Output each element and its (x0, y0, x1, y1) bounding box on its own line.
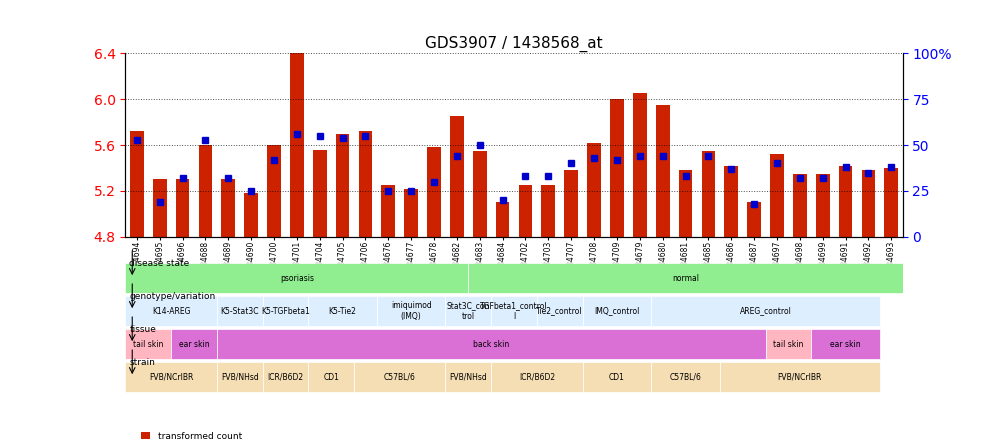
FancyBboxPatch shape (216, 329, 765, 359)
Text: genotype/variation: genotype/variation (129, 292, 215, 301)
Text: tail skin: tail skin (133, 340, 163, 349)
FancyBboxPatch shape (650, 362, 719, 392)
Bar (861, 170, 875, 237)
Bar (655, 105, 669, 237)
Text: ear skin: ear skin (178, 340, 209, 349)
Bar (609, 99, 623, 237)
FancyBboxPatch shape (125, 263, 468, 293)
FancyBboxPatch shape (811, 329, 879, 359)
FancyBboxPatch shape (125, 362, 216, 392)
Bar (175, 179, 189, 237)
FancyBboxPatch shape (263, 362, 308, 392)
Bar (221, 179, 234, 237)
Text: FVB/NHsd: FVB/NHsd (449, 373, 487, 382)
Text: tail skin: tail skin (773, 340, 803, 349)
Bar (267, 145, 281, 237)
Legend: transformed count, percentile rank within the sample: transformed count, percentile rank withi… (137, 428, 314, 444)
Bar (678, 170, 691, 237)
Bar (746, 202, 761, 237)
Bar (290, 24, 304, 237)
FancyBboxPatch shape (308, 362, 354, 392)
Bar (130, 131, 143, 237)
Text: CD1: CD1 (323, 373, 339, 382)
Bar (793, 174, 806, 237)
FancyBboxPatch shape (125, 296, 216, 326)
Bar (518, 185, 532, 237)
Text: C57BL/6: C57BL/6 (384, 373, 415, 382)
Bar (723, 166, 737, 237)
Bar (313, 150, 327, 237)
Bar (198, 145, 212, 237)
Bar (838, 166, 852, 237)
Bar (815, 174, 829, 237)
FancyBboxPatch shape (171, 329, 216, 359)
FancyBboxPatch shape (354, 362, 445, 392)
Text: FVB/NCrIBR: FVB/NCrIBR (148, 373, 193, 382)
Text: imiquimod
(IMQ): imiquimod (IMQ) (391, 301, 431, 321)
Text: ICR/B6D2: ICR/B6D2 (518, 373, 554, 382)
FancyBboxPatch shape (765, 329, 811, 359)
Bar (632, 93, 646, 237)
FancyBboxPatch shape (650, 296, 879, 326)
FancyBboxPatch shape (582, 296, 650, 326)
Text: Stat3C_con
trol: Stat3C_con trol (446, 301, 490, 321)
Bar (152, 179, 166, 237)
FancyBboxPatch shape (263, 296, 308, 326)
FancyBboxPatch shape (125, 329, 171, 359)
Text: ICR/B6D2: ICR/B6D2 (268, 373, 304, 382)
Bar (564, 170, 577, 237)
Text: disease state: disease state (129, 258, 189, 268)
Bar (770, 154, 783, 237)
Bar (450, 116, 463, 237)
Text: back skin: back skin (473, 340, 509, 349)
Text: C57BL/6: C57BL/6 (669, 373, 700, 382)
Text: K5-TGFbeta1: K5-TGFbeta1 (261, 307, 310, 316)
Bar (495, 202, 509, 237)
FancyBboxPatch shape (491, 362, 582, 392)
Text: FVB/NCrIBR: FVB/NCrIBR (777, 373, 822, 382)
Text: IMQ_control: IMQ_control (593, 307, 639, 316)
Bar (586, 143, 600, 237)
Text: strain: strain (129, 357, 155, 367)
Text: tissue: tissue (129, 325, 156, 333)
FancyBboxPatch shape (445, 296, 491, 326)
Text: ear skin: ear skin (830, 340, 860, 349)
FancyBboxPatch shape (491, 296, 536, 326)
Title: GDS3907 / 1438568_at: GDS3907 / 1438568_at (425, 36, 602, 52)
FancyBboxPatch shape (445, 362, 491, 392)
FancyBboxPatch shape (216, 296, 263, 326)
Text: K14-AREG: K14-AREG (151, 307, 190, 316)
Bar (541, 185, 555, 237)
Text: Tie2_control: Tie2_control (536, 307, 582, 316)
Text: K5-Stat3C: K5-Stat3C (220, 307, 259, 316)
Text: FVB/NHsd: FVB/NHsd (220, 373, 259, 382)
Text: K5-Tie2: K5-Tie2 (329, 307, 356, 316)
Text: psoriasis: psoriasis (280, 274, 314, 282)
Text: CD1: CD1 (608, 373, 624, 382)
Bar (244, 193, 258, 237)
FancyBboxPatch shape (536, 296, 582, 326)
Bar (359, 131, 372, 237)
Bar (427, 147, 441, 237)
FancyBboxPatch shape (308, 296, 377, 326)
Bar (336, 134, 349, 237)
Bar (381, 185, 395, 237)
Bar (472, 151, 486, 237)
Bar (404, 189, 418, 237)
FancyBboxPatch shape (377, 296, 445, 326)
FancyBboxPatch shape (468, 263, 902, 293)
Bar (700, 151, 714, 237)
FancyBboxPatch shape (582, 362, 650, 392)
Text: TGFbeta1_control
l: TGFbeta1_control l (480, 301, 547, 321)
FancyBboxPatch shape (719, 362, 879, 392)
Text: normal: normal (671, 274, 698, 282)
Text: AREG_control: AREG_control (738, 307, 791, 316)
FancyBboxPatch shape (216, 362, 263, 392)
Bar (884, 168, 897, 237)
